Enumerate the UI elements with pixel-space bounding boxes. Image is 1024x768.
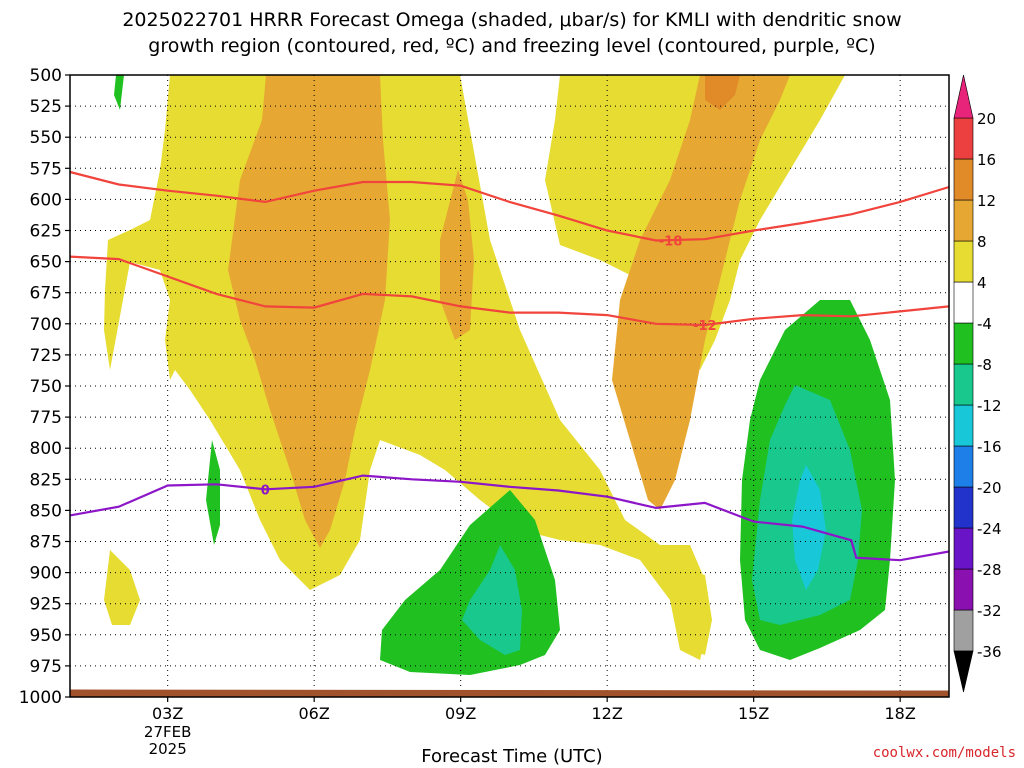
y-tick-label: 900 [30,564,62,584]
colorbar-label: -16 [977,438,1002,456]
y-tick-label: 875 [30,533,62,553]
y-tick-label: 825 [30,470,62,490]
contour-line [69,170,950,242]
colorbar-label: -20 [977,479,1002,497]
colorbar-label: 20 [977,110,996,128]
colorbar-bin [953,117,974,160]
x-axis-title: Forecast Time (UTC) [421,746,603,767]
colorbar-label: -36 [977,643,1002,661]
omega-shade-region [114,75,124,110]
colorbar-label: 12 [977,192,996,210]
colorbar-label: -12 [977,397,1002,415]
omega-shade-region [705,75,740,110]
colorbar-label: -28 [977,561,1002,579]
contour-label: -12 [693,319,717,334]
contour-label: -18 [659,234,683,249]
colorbar-bin [953,527,974,570]
y-tick-label: 750 [30,377,62,397]
y-tick-label: 975 [30,657,62,677]
colorbar-bin [953,240,974,283]
y-tick-label: 925 [30,595,62,615]
omega-shade-region [380,490,560,675]
x-tick-label: 06Z [299,704,330,723]
omega-shade-region [462,545,522,655]
omega-shade-region [206,440,220,545]
colorbar-label: 16 [977,151,996,169]
omega-shade-region [104,550,140,625]
colorbar-label: -24 [977,520,1002,538]
colorbar-upper-triangle [953,74,974,119]
contour-line [69,255,950,327]
omega-shade-region [612,75,790,510]
y-tick-label: 575 [30,159,62,179]
credit-text[interactable]: coolwx.com/models [872,745,1016,761]
colorbar-bin [953,445,974,488]
colorbar-label: -32 [977,602,1002,620]
colorbar-bin [953,568,974,611]
colorbar-bin [953,486,974,529]
y-tick-label: 600 [30,190,62,210]
x-tick-label: 12Z [592,704,623,723]
colorbar-bin [953,199,974,242]
y-tick-label: 850 [30,501,62,521]
omega-shade-region [440,170,474,340]
colorbar-bin [953,281,974,324]
colorbar-bin [953,363,974,406]
chart-title-line2: growth region (contoured, red, ºC) and f… [148,35,876,57]
contour-label: 0 [261,483,270,498]
y-tick-label: 650 [30,253,62,273]
x-tick-sublabel: 2025 [149,740,187,758]
x-tick-label: 18Z [885,704,916,723]
y-tick-label: 500 [30,66,62,86]
colorbar-bin [953,404,974,447]
x-tick-label: 03Z [152,704,183,723]
colorbar-label: -4 [977,315,992,333]
colorbar-lower-triangle [953,650,974,693]
y-tick-label: 550 [30,128,62,148]
y-tick-label: 725 [30,346,62,366]
y-tick-label: 950 [30,626,62,646]
colorbar-label: 8 [977,233,987,251]
y-tick-label: 800 [30,439,62,459]
chart-title-line1: 2025022701 HRRR Forecast Omega (shaded, … [122,9,902,31]
y-tick-label: 775 [30,408,62,428]
ground-surface [70,689,949,697]
colorbar-bin [953,322,974,365]
y-tick-label: 625 [30,222,62,242]
colorbar-label: -8 [977,356,992,374]
y-tick-label: 675 [30,284,62,304]
y-tick-label: 1000 [19,688,62,708]
contour-line [69,474,950,562]
omega-shade-region [682,570,712,655]
colorbar-label: 4 [977,274,987,292]
y-tick-label: 700 [30,315,62,335]
colorbar-bin [953,609,974,652]
x-tick-label: 09Z [445,704,476,723]
omega-shade-region [228,75,390,548]
x-tick-sublabel: 27FEB [144,723,191,741]
colorbar-bin [953,158,974,201]
x-tick-label: 15Z [738,704,769,723]
y-tick-label: 525 [30,97,62,117]
